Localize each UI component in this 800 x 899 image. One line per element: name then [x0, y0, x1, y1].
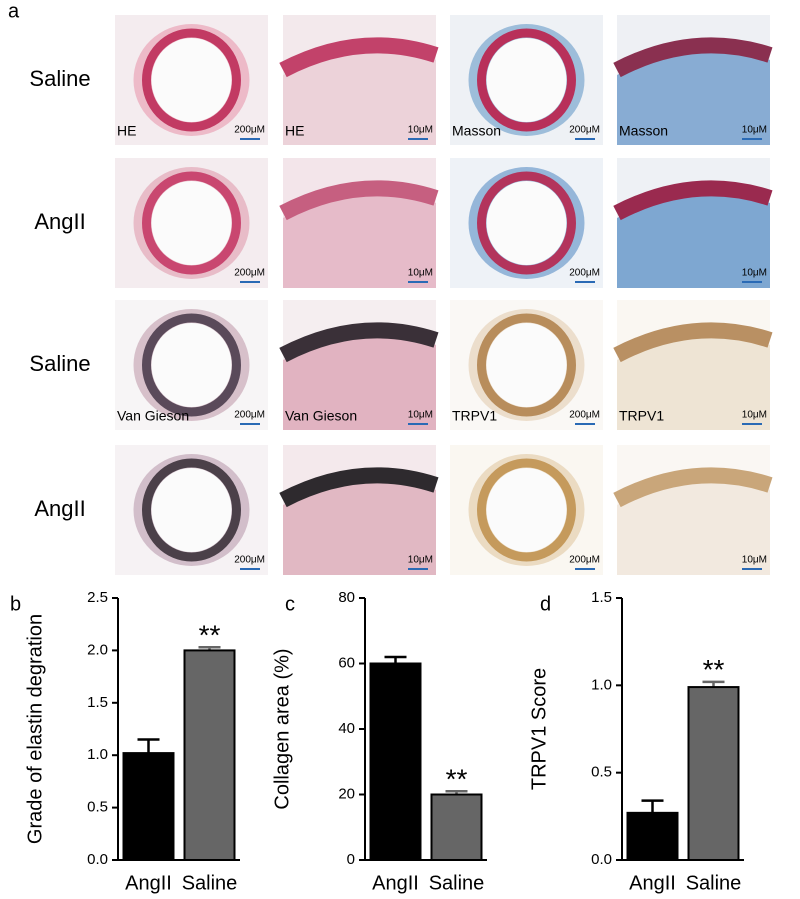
vessel-wall [142, 458, 241, 562]
lumen [151, 38, 232, 122]
scale-label: 10μM [742, 268, 767, 279]
panel-label: a [8, 0, 20, 22]
bar [626, 811, 679, 862]
y-tick-label: 0 [347, 851, 355, 868]
tissue [283, 50, 436, 145]
lumen [151, 181, 232, 265]
scale-label: 10μM [742, 125, 767, 136]
stain-label: HE [285, 123, 304, 139]
x-tick-label: Saline [429, 872, 485, 894]
vessel-wall [613, 322, 773, 363]
panel-label: b [10, 593, 21, 615]
bar [369, 662, 422, 861]
stain-label: HE [117, 123, 136, 139]
scale-label: 10μM [742, 410, 767, 421]
significance: ** [446, 764, 468, 795]
lumen [486, 38, 567, 122]
y-tick-label: 1.0 [591, 676, 612, 693]
bar [183, 649, 236, 862]
stain-label: Masson [452, 123, 501, 139]
tissue [283, 335, 436, 430]
vessel-wall [613, 180, 773, 221]
row-label: Saline [29, 66, 90, 91]
bar [430, 793, 483, 861]
vessel-wall [279, 322, 439, 363]
x-tick-label: AngII [125, 872, 172, 894]
vessel-wall [279, 467, 439, 508]
scale-label: 10μM [742, 555, 767, 566]
y-tick-label: 60 [338, 654, 355, 671]
vessel-wall [477, 28, 576, 132]
lumen [486, 181, 567, 265]
vessel-wall [279, 180, 439, 221]
vessel-wall [142, 313, 241, 417]
x-tick-label: AngII [629, 872, 676, 894]
significance: ** [703, 654, 725, 685]
panel-label: c [285, 593, 295, 615]
scale-label: 200μM [234, 125, 265, 136]
row-label: AngII [34, 209, 85, 234]
scale-label: 200μM [569, 268, 600, 279]
y-tick-label: 40 [338, 720, 355, 737]
y-tick-label: 0.5 [87, 799, 108, 816]
scale-label: 200μM [569, 410, 600, 421]
y-tick-label: 80 [338, 589, 355, 606]
tissue [617, 50, 770, 145]
panel-label: d [540, 593, 551, 615]
vessel-wall [613, 37, 773, 78]
tissue [283, 480, 436, 575]
y-axis-label: Grade of elastin degration [24, 614, 46, 844]
tissue [617, 335, 770, 430]
lumen [486, 468, 567, 552]
y-axis-label: Collagen area (%) [271, 648, 293, 809]
y-tick-label: 0.5 [591, 764, 612, 781]
y-axis-label: TRPV1 Score [528, 668, 550, 790]
bar [122, 752, 175, 861]
tissue [283, 193, 436, 288]
tissue [617, 193, 770, 288]
lumen [151, 468, 232, 552]
stain-label: Masson [619, 123, 668, 139]
row-label: AngII [34, 496, 85, 521]
vessel-wall [477, 313, 576, 417]
bar [687, 686, 740, 862]
tissue [617, 480, 770, 575]
scale-label: 10μM [408, 268, 433, 279]
scale-label: 10μM [408, 410, 433, 421]
y-tick-label: 2.0 [87, 641, 108, 658]
stain-label: Van Gieson [285, 408, 357, 424]
x-tick-label: AngII [372, 872, 419, 894]
vessel-wall [142, 28, 241, 132]
row-label: Saline [29, 351, 90, 376]
stain-label: TRPV1 [452, 408, 497, 424]
scale-label: 200μM [234, 410, 265, 421]
scale-label: 200μM [234, 555, 265, 566]
lumen [486, 323, 567, 407]
y-tick-label: 2.5 [87, 589, 108, 606]
stain-label: Van Gieson [117, 408, 189, 424]
vessel-wall [477, 171, 576, 275]
y-tick-label: 1.5 [87, 694, 108, 711]
y-tick-label: 0.0 [87, 851, 108, 868]
stain-label: TRPV1 [619, 408, 664, 424]
significance: ** [199, 620, 221, 651]
y-tick-label: 20 [338, 785, 355, 802]
vessel-wall [477, 458, 576, 562]
lumen [151, 323, 232, 407]
scale-label: 200μM [234, 268, 265, 279]
vessel-wall [613, 467, 773, 508]
scale-label: 10μM [408, 125, 433, 136]
y-tick-label: 1.5 [591, 589, 612, 606]
x-tick-label: Saline [182, 872, 238, 894]
y-tick-label: 1.0 [87, 746, 108, 763]
y-tick-label: 0.0 [591, 851, 612, 868]
x-tick-label: Saline [686, 872, 742, 894]
scale-label: 10μM [408, 555, 433, 566]
scale-label: 200μM [569, 125, 600, 136]
vessel-wall [142, 171, 241, 275]
scale-label: 200μM [569, 555, 600, 566]
vessel-wall [279, 37, 439, 78]
